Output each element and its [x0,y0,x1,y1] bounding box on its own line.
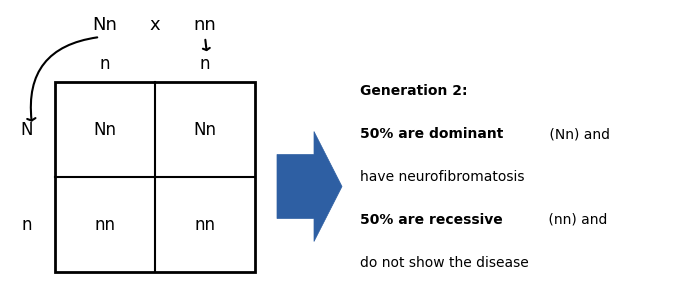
Text: Nn: Nn [193,121,216,139]
Text: (Nn) and: (Nn) and [545,127,610,141]
Text: nn: nn [94,215,116,233]
Text: 50% are recessive: 50% are recessive [360,213,503,227]
Text: nn: nn [194,16,216,34]
Text: N: N [21,121,34,139]
Text: Nn: Nn [94,121,116,139]
Text: n: n [199,55,210,73]
Text: do not show the disease: do not show the disease [360,256,528,270]
Text: 50% are dominant: 50% are dominant [360,127,503,141]
Text: n: n [99,55,111,73]
Text: x: x [150,16,160,34]
Text: n: n [22,215,32,233]
Text: Generation 2:: Generation 2: [360,84,468,98]
Bar [55,82,255,272]
Text: nn: nn [195,215,216,233]
Polygon shape [277,131,342,242]
Text: (nn) and: (nn) and [544,213,608,227]
Text: Nn: Nn [92,16,118,34]
Text: have neurofibromatosis: have neurofibromatosis [360,170,524,184]
